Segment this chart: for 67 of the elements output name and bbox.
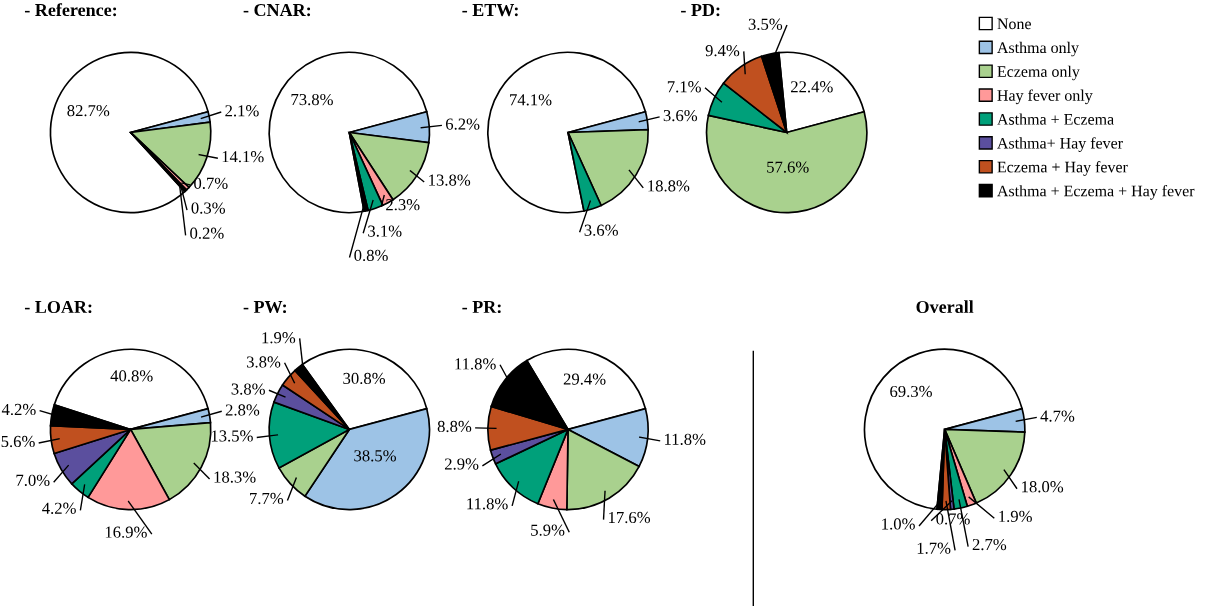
legend-label: Hay fever only xyxy=(997,89,1093,105)
data-label: 13.8% xyxy=(429,174,471,186)
data-label: 2.1% xyxy=(225,105,259,117)
data-label: 7.7% xyxy=(250,492,284,505)
data-label: 1.7% xyxy=(917,542,951,554)
data-label: 11.8% xyxy=(467,498,508,510)
data-label: 4.7% xyxy=(1040,410,1075,422)
data-label: 3.6% xyxy=(663,109,698,122)
data-label: 29.4% xyxy=(563,373,606,385)
data-label: 18.8% xyxy=(648,180,690,192)
data-label: 16.9% xyxy=(105,526,147,538)
data-label: 57.6% xyxy=(767,161,809,173)
data-label: 22.4% xyxy=(791,81,833,93)
data-label: 38.5% xyxy=(354,450,396,462)
data-label: 74.1% xyxy=(510,94,552,106)
data-label: 4.2% xyxy=(42,502,76,514)
data-label: 5.9% xyxy=(531,524,565,536)
chart-title: - ETW: xyxy=(462,4,518,17)
legend-label: Eczema only xyxy=(997,65,1080,81)
legend-label: Asthma + Eczema + Hay fever xyxy=(997,184,1195,200)
legend-label: Asthma only xyxy=(997,41,1079,57)
chart-title: - CNAR: xyxy=(243,3,311,17)
data-label: 82.7% xyxy=(67,105,110,117)
data-label: 73.8% xyxy=(291,93,333,106)
legend-label: Asthma + Eczema xyxy=(997,113,1114,125)
data-label: 2.9% xyxy=(444,458,479,470)
chart-title: - LOAR: xyxy=(24,300,92,314)
data-label: 0.8% xyxy=(354,249,388,262)
data-label: 8.8% xyxy=(437,420,472,433)
data-label: 7.0% xyxy=(16,474,50,487)
data-label: 2.3% xyxy=(386,199,420,211)
data-label: 3.1% xyxy=(368,225,402,237)
data-label: 6.2% xyxy=(445,118,480,130)
data-label: 0.2% xyxy=(190,227,224,239)
data-label: 2.7% xyxy=(972,538,1007,551)
chart-title: - Reference: xyxy=(24,3,117,17)
legend-label: None xyxy=(997,18,1031,30)
data-label: 30.8% xyxy=(343,372,386,385)
data-label: 69.3% xyxy=(890,385,932,398)
data-label: 0.3% xyxy=(191,202,226,214)
data-label: 1.9% xyxy=(999,510,1032,523)
chart-title: - PW: xyxy=(243,301,287,314)
data-label: 2.8% xyxy=(225,404,260,416)
data-label: 3.8% xyxy=(246,356,281,368)
data-label: 14.1% xyxy=(222,151,264,163)
data-label: 3.6% xyxy=(584,224,618,236)
data-label: 13.5% xyxy=(211,430,253,442)
legend-label: Asthma+ Hay fever xyxy=(997,137,1123,152)
data-label: 1.0% xyxy=(882,518,915,530)
data-label: 18.0% xyxy=(1022,481,1064,493)
data-label: 9.4% xyxy=(705,45,740,57)
data-label: 40.8% xyxy=(110,370,153,382)
data-label: 3.8% xyxy=(231,383,265,395)
chart-title: Overall xyxy=(916,300,974,314)
chart-title: - PD: xyxy=(681,4,720,17)
data-label: 0.7% xyxy=(194,177,228,189)
data-label: 11.8% xyxy=(665,433,706,445)
data-label: 7.1% xyxy=(667,81,701,93)
data-label: 18.3% xyxy=(214,471,256,483)
data-label: 17.6% xyxy=(609,511,651,524)
data-label: 4.2% xyxy=(1,403,36,416)
data-label: 5.6% xyxy=(1,435,35,448)
chart-title: - PR: xyxy=(462,301,501,314)
data-label: 1.9% xyxy=(262,332,296,344)
legend-label: Eczema + Hay fever xyxy=(997,161,1128,176)
data-label: 3.5% xyxy=(748,18,783,30)
data-label: 11.8% xyxy=(455,358,496,370)
